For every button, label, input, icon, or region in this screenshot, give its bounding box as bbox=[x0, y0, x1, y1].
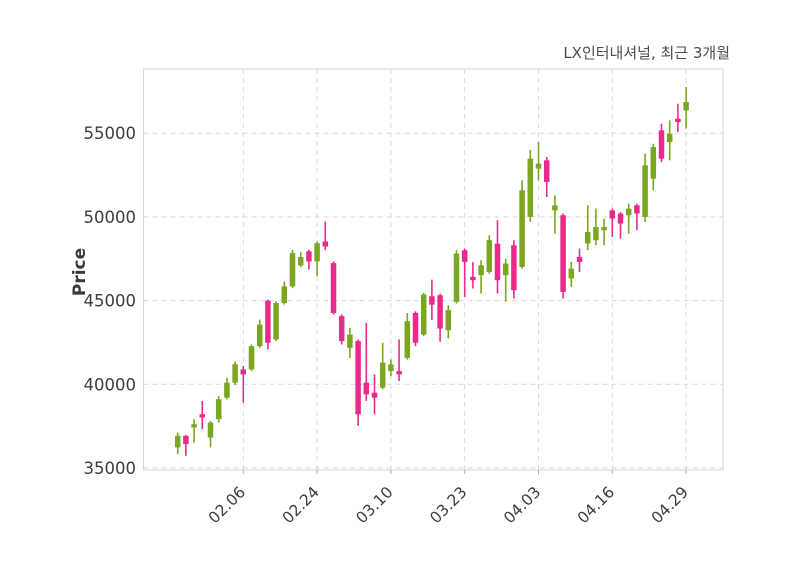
candle-body-down bbox=[355, 341, 361, 415]
candle-body-up bbox=[174, 435, 181, 448]
candle-body-down bbox=[560, 215, 566, 292]
candle-body-up bbox=[552, 205, 558, 211]
candle-body-up bbox=[527, 158, 534, 217]
candle-body-up bbox=[535, 163, 542, 169]
chart-title: LX인터내셔널, 최근 3개월 bbox=[563, 44, 730, 62]
candle-body-down bbox=[199, 414, 206, 418]
candle-body-down bbox=[437, 295, 443, 329]
candle-body-up bbox=[486, 240, 493, 272]
candle-body-down bbox=[470, 276, 476, 281]
candle-body-up bbox=[281, 286, 288, 303]
candle-body-down bbox=[617, 213, 624, 224]
candle-body-up bbox=[445, 310, 452, 331]
y-tick-label: 45000 bbox=[84, 292, 137, 311]
x-tick-label: 04.29 bbox=[648, 483, 692, 527]
candle-body-up bbox=[593, 226, 599, 241]
candle-body-down bbox=[658, 130, 665, 159]
candle-body-up bbox=[453, 253, 460, 302]
candle-body-down bbox=[396, 371, 402, 375]
candle-body-down bbox=[330, 263, 337, 313]
candle-body-up bbox=[650, 147, 657, 179]
candle-body-up bbox=[502, 263, 509, 276]
x-tick-label: 03.23 bbox=[426, 483, 470, 527]
candle-body-up bbox=[297, 257, 304, 266]
candle-body-down bbox=[412, 312, 419, 343]
candle-body-down bbox=[338, 316, 345, 342]
x-tick-label: 02.06 bbox=[205, 483, 249, 527]
candle-body-up bbox=[289, 253, 296, 287]
candle-body-down bbox=[371, 392, 378, 398]
candle-body-down bbox=[363, 382, 370, 395]
candle-body-up bbox=[232, 364, 238, 383]
candle-body-up bbox=[584, 231, 591, 244]
candle-body-down bbox=[429, 296, 435, 305]
x-tick-label: 04.16 bbox=[574, 483, 618, 527]
candle-body-up bbox=[420, 294, 427, 335]
candle-body-up bbox=[347, 334, 353, 348]
y-tick-label: 55000 bbox=[84, 124, 137, 143]
candle-body-down bbox=[634, 205, 640, 214]
candle-body-down bbox=[265, 300, 271, 343]
candle-body-up bbox=[683, 102, 689, 111]
candle-body-down bbox=[576, 256, 583, 262]
plot-border bbox=[143, 68, 724, 471]
y-tick-label: 35000 bbox=[84, 459, 137, 478]
y-axis-label: Price bbox=[70, 247, 90, 297]
candle-body-up bbox=[388, 364, 394, 372]
candle-body-up bbox=[191, 424, 197, 428]
x-tick-label: 03.10 bbox=[353, 483, 397, 527]
candle-body-down bbox=[306, 251, 312, 262]
candle-body-down bbox=[183, 435, 189, 445]
x-tick-label: 04.03 bbox=[500, 483, 544, 527]
candle-body-up bbox=[601, 226, 607, 231]
x-tick-label: 02.24 bbox=[279, 483, 323, 527]
candle-body-up bbox=[478, 265, 484, 276]
candle-body-down bbox=[494, 243, 501, 281]
candle-body-down bbox=[511, 245, 517, 291]
candle-body-up bbox=[568, 268, 575, 279]
candle-body-down bbox=[609, 210, 616, 219]
candle-body-down bbox=[543, 160, 550, 182]
y-tick-label: 40000 bbox=[84, 375, 137, 394]
candle-body-up bbox=[625, 208, 632, 216]
candle-body-up bbox=[207, 422, 214, 438]
candle-body-down bbox=[240, 369, 247, 375]
candle-body-up bbox=[404, 321, 411, 358]
candle-body-up bbox=[519, 190, 525, 267]
candle-body-down bbox=[461, 250, 468, 262]
candle-body-down bbox=[675, 118, 681, 123]
candle-body-up bbox=[314, 243, 320, 262]
candle-body-up bbox=[224, 382, 230, 398]
candle-body-down bbox=[322, 241, 329, 247]
y-tick-label: 50000 bbox=[84, 208, 137, 227]
candle-body-up bbox=[273, 302, 279, 340]
candle-body-up bbox=[666, 133, 673, 143]
candle-body-up bbox=[256, 324, 263, 347]
candle-body-up bbox=[248, 346, 255, 370]
candle-body-up bbox=[215, 399, 222, 420]
candle-body-up bbox=[642, 165, 648, 217]
candle-body-up bbox=[379, 362, 386, 388]
